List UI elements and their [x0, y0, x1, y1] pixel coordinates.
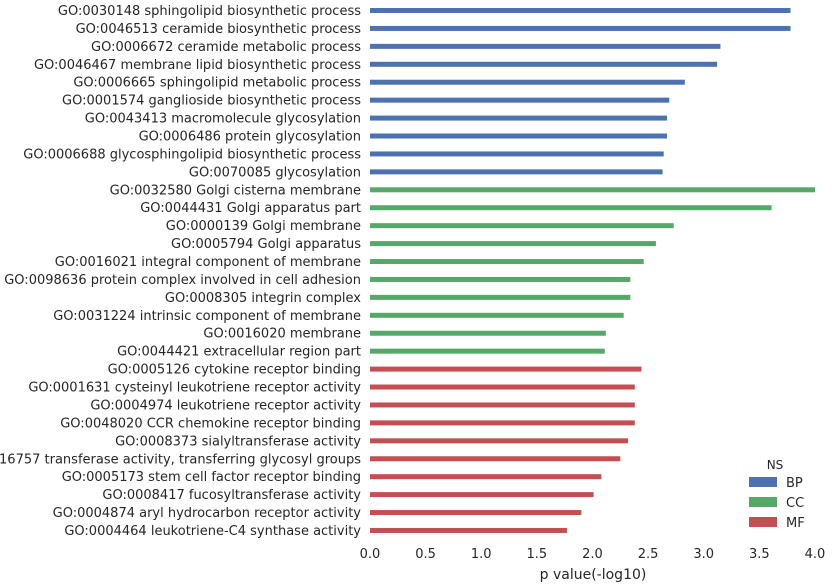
category-label: GO:0005173 stem cell factor receptor bin… — [62, 470, 361, 485]
category-label: GO:0004974 leukotriene receptor activity — [90, 398, 361, 413]
bar-cc — [370, 330, 606, 336]
x-tick-label: 4.0 — [805, 547, 826, 562]
x-tick-label: 1.0 — [471, 547, 492, 562]
category-label: GO:0048020 CCR chemokine receptor bindin… — [60, 416, 361, 431]
bar-cc — [370, 348, 605, 354]
bar-bp — [370, 61, 718, 67]
legend-swatch-cc — [749, 497, 777, 507]
bar-cc — [370, 187, 815, 193]
legend: NS BP CC MF — [749, 458, 805, 531]
bar-mf — [370, 420, 635, 426]
category-label: GO:0008417 fucosyltransferase activity — [102, 488, 361, 503]
legend-items: BP CC MF — [749, 476, 805, 531]
bar-mf — [370, 438, 629, 444]
category-label: GO:0016021 integral component of membran… — [55, 255, 361, 270]
category-label: GO:0044421 extracellular region part — [117, 345, 361, 360]
category-label: GO:0006688 glycosphingolipid biosyntheti… — [23, 147, 361, 162]
category-label: GO:0070085 glycosylation — [189, 165, 361, 180]
bar-mf — [370, 384, 635, 390]
category-label: GO:0043413 macromolecule glycosylation — [85, 112, 361, 127]
bar-cc — [370, 276, 631, 282]
bar-mf — [370, 510, 582, 516]
category-label: GO:0016020 membrane — [203, 327, 361, 342]
category-label: GO:0098636 protein complex involved in c… — [4, 273, 361, 288]
bars-layer — [370, 8, 815, 533]
category-label: GO:0046467 membrane lipid biosynthetic p… — [34, 58, 361, 73]
bar-mf — [370, 456, 621, 462]
category-label: GO:0016757 transferase activity, transfe… — [0, 452, 361, 467]
category-label: GO:0008373 sialyltransferase activity — [115, 434, 361, 449]
category-labels: GO:0030148 sphingolipid biosynthetic pro… — [0, 4, 361, 539]
legend-label-bp: BP — [786, 476, 803, 491]
bar-bp — [370, 169, 663, 175]
bar-cc — [370, 312, 624, 318]
bar-bp — [370, 25, 791, 31]
category-label: GO:0006672 ceramide metabolic process — [91, 40, 361, 55]
category-label: GO:0032580 Golgi cisterna membrane — [110, 183, 361, 198]
category-label: GO:0004464 leukotriene-C4 synthase activ… — [64, 524, 361, 539]
x-axis-title: p value(-log10) — [540, 567, 647, 583]
bar-mf — [370, 474, 602, 480]
bar-cc — [370, 223, 674, 229]
bar-bp — [370, 115, 668, 121]
x-tick-label: 3.0 — [693, 547, 714, 562]
category-label: GO:0031224 intrinsic component of membra… — [53, 309, 361, 324]
category-label: GO:0008305 integrin complex — [165, 291, 361, 306]
category-label: GO:0044431 Golgi apparatus part — [140, 201, 361, 216]
x-tick-label: 0.0 — [360, 547, 381, 562]
category-label: GO:0005794 Golgi apparatus — [171, 237, 361, 252]
legend-swatch-mf — [749, 517, 777, 527]
x-tick-label: 1.5 — [527, 547, 548, 562]
bar-bp — [370, 133, 668, 139]
category-label: GO:0046513 ceramide biosynthetic process — [76, 22, 362, 37]
category-label: GO:0006486 protein glycosylation — [139, 130, 361, 145]
bar-mf — [370, 366, 642, 372]
bar-mf — [370, 402, 635, 408]
bar-bp — [370, 151, 664, 157]
x-tick-label: 0.5 — [415, 547, 436, 562]
bar-bp — [370, 43, 721, 49]
category-label: GO:0006665 sphingolipid metabolic proces… — [73, 76, 361, 91]
category-label: GO:0001574 ganglioside biosynthetic proc… — [62, 94, 361, 109]
category-label: GO:0000139 Golgi membrane — [166, 219, 361, 234]
bar-cc — [370, 205, 772, 211]
bar-bp — [370, 97, 670, 103]
legend-title: NS — [767, 458, 784, 472]
legend-label-mf: MF — [786, 516, 805, 531]
x-tick-label: 2.5 — [638, 547, 659, 562]
category-label: GO:0004874 aryl hydrocarbon receptor act… — [53, 506, 362, 521]
category-label: GO:0001631 cysteinyl leukotriene recepto… — [28, 381, 361, 396]
x-tick-label: 2.0 — [582, 547, 603, 562]
bar-mf — [370, 492, 594, 498]
bar-cc — [370, 259, 644, 265]
bar-cc — [370, 241, 656, 247]
bar-bp — [370, 8, 791, 13]
x-axis-ticks: 0.0 0.5 1.0 1.5 2.0 2.5 3.0 3.5 4.0 — [360, 547, 826, 562]
bar-bp — [370, 79, 685, 85]
bar-mf — [370, 527, 567, 533]
category-label: GO:0005126 cytokine receptor binding — [108, 363, 361, 378]
category-label: GO:0030148 sphingolipid biosynthetic pro… — [58, 4, 361, 19]
legend-label-cc: CC — [786, 496, 804, 511]
bar-cc — [370, 294, 631, 300]
x-tick-label: 3.5 — [749, 547, 770, 562]
legend-swatch-bp — [749, 477, 777, 487]
